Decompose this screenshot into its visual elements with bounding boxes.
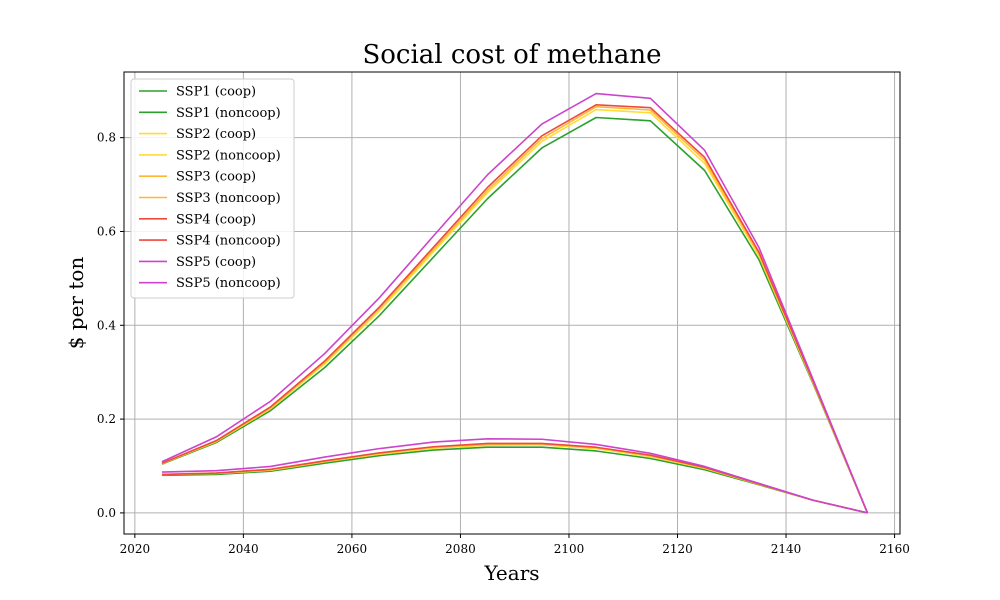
x-tick-label: 2080: [445, 542, 476, 556]
legend-label-ssp4-noncoop: SSP4 (noncoop): [176, 234, 281, 249]
y-tick-label: 0.4: [97, 318, 116, 332]
x-tick-label: 2100: [554, 542, 585, 556]
legend-label-ssp3-coop: SSP3 (coop): [176, 170, 256, 185]
legend-label-ssp4-coop: SSP4 (coop): [176, 212, 256, 227]
y-tick-label: 0.2: [97, 412, 116, 426]
x-tick-label: 2140: [771, 542, 802, 556]
series-line-ssp5-coop: [161, 92, 869, 514]
y-axis-ticks: 0.0 0.2 0.4 0.6 0.8: [97, 131, 124, 520]
legend-label-ssp2-noncoop: SSP2 (noncoop): [176, 148, 281, 163]
legend-label-ssp5-coop: SSP5 (coop): [176, 255, 256, 270]
legend-label-ssp2-coop: SSP2 (coop): [176, 127, 256, 142]
legend-label-ssp3-noncoop: SSP3 (noncoop): [176, 191, 281, 206]
legend-label-ssp1-noncoop: SSP1 (noncoop): [176, 106, 281, 121]
x-tick-label: 2020: [120, 542, 151, 556]
y-tick-label: 0.6: [97, 224, 116, 238]
y-tick-label: 0.0: [97, 506, 116, 520]
x-axis-label: Years: [483, 561, 539, 585]
series-lines: [161, 92, 869, 514]
legend: SSP1 (coop) SSP1 (noncoop) SSP2 (coop) SSP2…: [130, 78, 295, 299]
chart-title: Social cost of methane: [362, 40, 661, 70]
series-line-ssp1-coop: [161, 116, 869, 514]
legend-label-ssp5-noncoop: SSP5 (noncoop): [176, 276, 281, 291]
series-line-ssp4-coop: [161, 104, 869, 514]
x-tick-label: 2060: [337, 542, 368, 556]
grid-lines: [124, 72, 900, 534]
plot-area-frame: [123, 71, 901, 535]
y-tick-label: 0.8: [97, 131, 116, 145]
x-tick-label: 2120: [662, 542, 693, 556]
x-tick-label: 2040: [228, 542, 259, 556]
x-axis-ticks: 2020 2040 2060 2080 2100 2120 2140 2160: [120, 534, 910, 556]
x-tick-label: 2160: [879, 542, 910, 556]
series-line-ssp5-noncoop: [161, 437, 868, 514]
legend-label-ssp1-coop: SSP1 (coop): [176, 85, 256, 100]
legend-box: [130, 78, 295, 299]
y-axis-label: $ per ton: [64, 257, 88, 350]
